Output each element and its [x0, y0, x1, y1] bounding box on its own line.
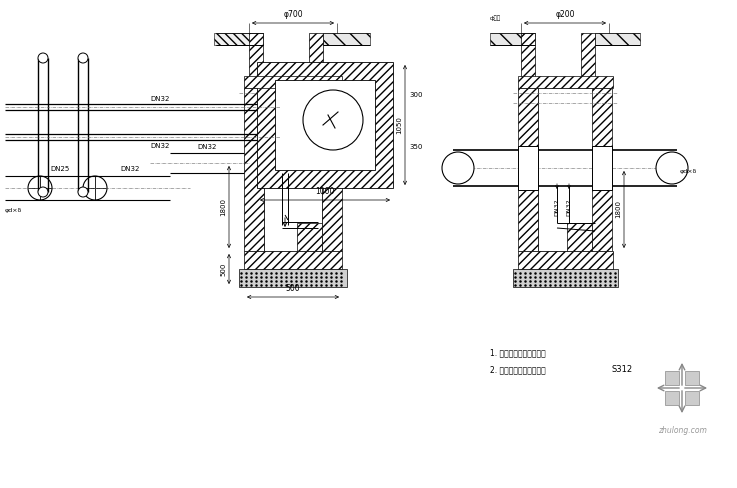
Bar — [665, 371, 679, 385]
Bar — [244, 88, 264, 251]
Bar — [297, 223, 322, 251]
Text: 300: 300 — [409, 92, 422, 98]
Text: DN32: DN32 — [150, 143, 170, 149]
Bar — [257, 62, 393, 188]
Bar — [518, 146, 538, 190]
Bar — [685, 391, 699, 405]
Circle shape — [78, 53, 88, 63]
Circle shape — [38, 53, 48, 63]
Bar — [592, 88, 612, 251]
Bar — [264, 88, 322, 251]
Bar — [244, 251, 342, 269]
Circle shape — [83, 176, 107, 200]
Text: φd×δ: φd×δ — [680, 168, 697, 174]
Circle shape — [656, 152, 688, 184]
Text: 1050: 1050 — [396, 116, 402, 134]
Bar — [581, 33, 595, 88]
Bar — [216, 33, 263, 45]
Text: 2. 小室地板采用防渗处理: 2. 小室地板采用防渗处理 — [490, 366, 546, 374]
Bar — [567, 223, 592, 251]
Text: S312: S312 — [612, 366, 633, 374]
Bar — [214, 33, 263, 45]
Text: DN32: DN32 — [554, 198, 559, 216]
Text: φd×δ: φd×δ — [5, 208, 22, 213]
Bar — [309, 33, 323, 88]
Circle shape — [38, 187, 48, 197]
Circle shape — [442, 152, 474, 184]
Bar — [592, 146, 612, 190]
Bar — [685, 371, 699, 385]
Bar — [518, 251, 613, 269]
Text: DN32: DN32 — [567, 198, 571, 216]
Text: 1000: 1000 — [315, 187, 335, 196]
Text: 350: 350 — [409, 144, 422, 150]
Text: DN25: DN25 — [50, 166, 69, 172]
Text: DN32: DN32 — [198, 144, 217, 150]
Bar — [518, 76, 613, 88]
Bar — [665, 391, 679, 405]
Bar — [275, 80, 375, 170]
Bar — [490, 33, 535, 45]
Text: DN32: DN32 — [120, 166, 140, 172]
Text: 1800: 1800 — [615, 201, 621, 219]
Text: ф中心: ф中心 — [490, 16, 501, 21]
Bar — [323, 33, 370, 45]
Bar — [518, 88, 538, 251]
Text: 1800: 1800 — [220, 198, 226, 216]
Bar — [521, 33, 535, 88]
Text: 700: 700 — [348, 119, 354, 132]
Text: φ200: φ200 — [555, 10, 575, 19]
Bar — [322, 88, 342, 251]
Circle shape — [78, 187, 88, 197]
Bar — [513, 269, 618, 287]
Text: 500: 500 — [286, 284, 300, 293]
Text: 1. 拉线均采用新型不锏钉: 1. 拉线均采用新型不锏钉 — [490, 348, 546, 358]
Text: 500: 500 — [220, 263, 226, 276]
Bar — [249, 33, 263, 88]
Bar — [239, 269, 347, 287]
Text: DN32: DN32 — [150, 96, 170, 102]
Bar — [538, 88, 593, 251]
Circle shape — [28, 176, 52, 200]
Bar — [595, 33, 640, 45]
Text: zhulong.com: zhulong.com — [657, 426, 707, 435]
Bar — [244, 76, 342, 88]
Text: φ700: φ700 — [283, 10, 303, 19]
Circle shape — [303, 90, 363, 150]
